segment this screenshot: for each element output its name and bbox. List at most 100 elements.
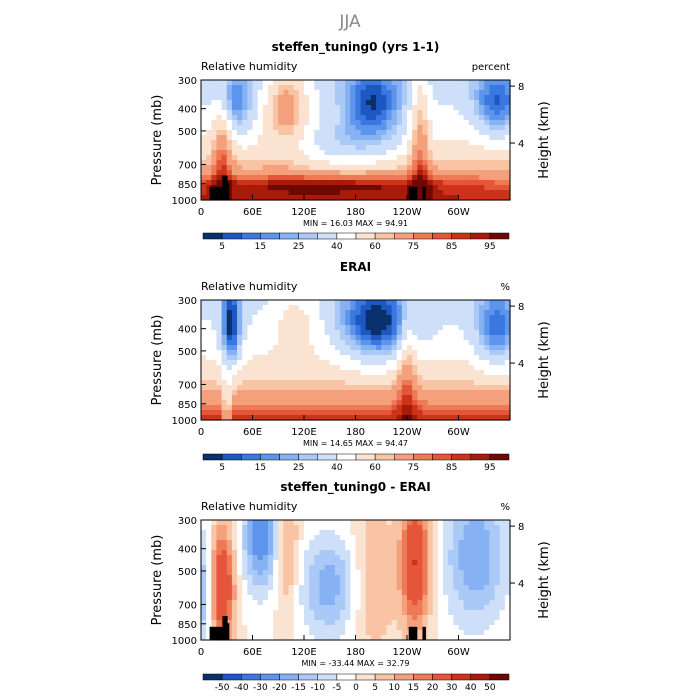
heatmap-cell bbox=[237, 120, 243, 126]
heatmap-cell bbox=[453, 380, 460, 386]
heatmap-cell bbox=[479, 315, 485, 321]
heatmap-cell bbox=[443, 370, 449, 376]
heatmap-cell bbox=[499, 400, 506, 406]
heatmap-cell bbox=[370, 180, 377, 186]
heatmap-cell bbox=[350, 590, 357, 596]
heatmap-cell bbox=[376, 535, 382, 541]
heatmap-cell bbox=[401, 315, 408, 321]
heatmap-cell bbox=[267, 585, 274, 591]
heatmap-cell bbox=[448, 100, 454, 106]
heatmap-cell bbox=[350, 300, 357, 306]
heatmap-cell bbox=[293, 370, 300, 376]
heatmap-cell bbox=[463, 140, 470, 146]
heatmap-cell bbox=[489, 325, 496, 331]
heatmap-cell bbox=[360, 570, 367, 576]
heatmap-cell bbox=[211, 560, 218, 566]
heatmap-cell bbox=[401, 165, 408, 171]
heatmap-cell bbox=[231, 145, 238, 151]
heatmap-cell bbox=[417, 360, 424, 366]
heatmap-cell bbox=[468, 120, 475, 126]
heatmap-cell bbox=[484, 105, 490, 111]
heatmap-cell bbox=[293, 415, 300, 421]
heatmap-cell bbox=[448, 575, 454, 581]
heatmap-cell bbox=[360, 540, 367, 546]
heatmap-cell bbox=[226, 400, 233, 406]
heatmap-cell bbox=[417, 120, 424, 126]
heatmap-cell bbox=[283, 550, 290, 556]
heatmap-cell bbox=[216, 135, 223, 141]
heatmap-cell bbox=[314, 535, 321, 541]
heatmap-cell bbox=[417, 530, 424, 536]
heatmap-cell bbox=[252, 625, 259, 631]
heatmap-cell bbox=[201, 590, 207, 596]
heatmap-cell bbox=[345, 390, 351, 396]
heatmap-cell bbox=[319, 85, 326, 91]
heatmap-cell bbox=[499, 595, 506, 601]
heatmap-cell bbox=[273, 195, 279, 201]
heatmap-cell bbox=[252, 85, 259, 91]
heatmap-cell bbox=[473, 160, 480, 166]
heatmap-cell bbox=[489, 340, 496, 346]
heatmap-cell bbox=[458, 625, 465, 631]
heatmap-cell bbox=[314, 90, 321, 96]
heatmap-cell bbox=[376, 360, 382, 366]
heatmap-cell bbox=[257, 315, 264, 321]
heatmap-cell bbox=[355, 360, 362, 366]
heatmap-cell bbox=[288, 525, 295, 531]
heatmap-cell bbox=[484, 115, 490, 121]
colorbar-label: -20 bbox=[272, 683, 287, 693]
heatmap-cell bbox=[401, 625, 408, 631]
heatmap-cell bbox=[432, 580, 439, 586]
heatmap-cell bbox=[288, 520, 295, 526]
heatmap-cell bbox=[489, 300, 496, 306]
heatmap-cell bbox=[252, 95, 259, 101]
heatmap-cell bbox=[360, 135, 367, 141]
heatmap-cell bbox=[355, 335, 362, 341]
heatmap-cell bbox=[473, 570, 480, 576]
heatmap-cell bbox=[319, 635, 326, 641]
heatmap-cell bbox=[350, 560, 357, 566]
heatmap-cell bbox=[453, 125, 460, 131]
heatmap-cell bbox=[473, 120, 480, 126]
heatmap-cell bbox=[494, 635, 501, 641]
heatmap-cell bbox=[278, 345, 284, 351]
heatmap-cell bbox=[370, 360, 377, 366]
heatmap-cell bbox=[417, 185, 424, 191]
heatmap-cell bbox=[221, 125, 228, 131]
heatmap-cell bbox=[324, 115, 331, 121]
heatmap-cell bbox=[427, 160, 434, 166]
heatmap-cell bbox=[252, 570, 259, 576]
heatmap-cell bbox=[443, 195, 449, 201]
heatmap-cell bbox=[386, 545, 393, 551]
heatmap-cell bbox=[376, 325, 382, 331]
heatmap-cell bbox=[370, 635, 377, 641]
heatmap-cell bbox=[319, 135, 326, 141]
colorbar-label: 75 bbox=[408, 242, 419, 252]
heatmap-cell bbox=[350, 520, 357, 526]
heatmap-cell bbox=[345, 555, 351, 561]
heatmap-cell bbox=[237, 195, 243, 201]
heatmap-cell bbox=[226, 150, 233, 156]
heatmap-cell bbox=[427, 550, 434, 556]
heatmap-cell bbox=[314, 525, 321, 531]
heatmap-cell bbox=[226, 130, 233, 136]
heatmap-cell bbox=[427, 190, 434, 196]
heatmap-cell bbox=[350, 175, 357, 181]
heatmap-cell bbox=[201, 330, 207, 336]
x-tick-label: 120W bbox=[393, 647, 422, 658]
heatmap-cell bbox=[468, 590, 475, 596]
heatmap-cell bbox=[355, 580, 362, 586]
colorbar-swatch bbox=[317, 673, 338, 681]
heatmap-cell bbox=[443, 595, 449, 601]
heatmap-cell bbox=[283, 595, 290, 601]
heatmap-cell bbox=[458, 120, 465, 126]
heatmap-cell bbox=[376, 555, 382, 561]
heatmap-cell bbox=[350, 360, 357, 366]
heatmap-cell bbox=[329, 410, 336, 416]
heatmap-cell bbox=[262, 190, 269, 196]
heatmap-cell bbox=[334, 365, 341, 371]
heatmap-cell bbox=[365, 360, 372, 366]
heatmap-cell bbox=[221, 590, 228, 596]
heatmap-cell bbox=[273, 175, 279, 181]
heatmap-cell bbox=[201, 565, 207, 571]
